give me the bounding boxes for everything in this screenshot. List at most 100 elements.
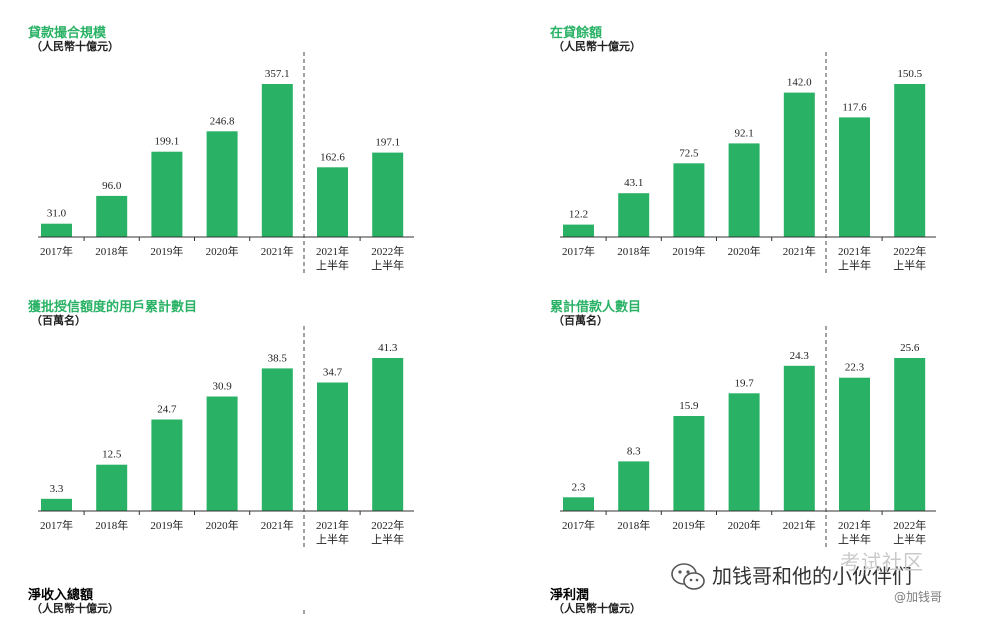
bar	[728, 143, 760, 237]
bar	[783, 365, 815, 511]
data-label: 142.0	[787, 77, 812, 89]
chart-svg: 3.3 12.5 24.7 30.9 38.5 34.7 41.3 2017年 2018年 201…	[38, 326, 414, 548]
bar	[261, 84, 293, 237]
tick-label: 2017年	[562, 244, 595, 258]
chart-subtitle: （人民幣十億元）	[553, 602, 641, 615]
bar	[372, 152, 404, 237]
tick-label: 2020年	[728, 244, 761, 258]
chart-svg: 31.0 96.0 199.1 246.8 357.1 162.6 197.1 2017年 20…	[38, 52, 414, 274]
watermark-text: 加钱哥和他的小伙伴们	[712, 564, 912, 588]
data-label: 197.1	[375, 137, 400, 149]
tick-label: 2022年上半年	[893, 244, 926, 272]
data-label: 15.9	[679, 400, 699, 412]
data-label: 117.6	[842, 101, 867, 113]
data-label: 24.7	[157, 404, 177, 416]
chart-panel-net-revenue: 淨收入總額 （人民幣十億元）	[28, 584, 448, 617]
chart-panel-approved-users: 獲批授信額度的用戶累計數目 （百萬名） 3.3 12.5 24.7 30.9 38.5 3…	[28, 296, 448, 556]
chart-svg	[303, 610, 305, 617]
tick-label: 2021年	[783, 518, 816, 532]
data-label: 2.3	[572, 481, 586, 493]
tick-label: 2021年上半年	[316, 244, 349, 272]
chart-title: 獲批授信額度的用戶累計數目	[28, 300, 198, 315]
data-label: 199.1	[155, 136, 180, 148]
data-label: 8.3	[627, 445, 641, 457]
bar	[618, 461, 650, 511]
chart-title: 淨收入總額	[28, 588, 94, 603]
tick-label: 2022年上半年	[371, 518, 404, 546]
tick-label: 2018年	[617, 244, 650, 258]
bar	[894, 84, 926, 237]
bar	[839, 377, 870, 511]
chart-panel-outstanding-balance: 在貸餘額 （人民幣十億元） 12.2 43.1 72.5 92.1 142.0 117.6…	[550, 22, 970, 282]
bar	[151, 151, 183, 237]
data-label: 96.0	[102, 180, 122, 192]
data-label: 150.5	[897, 68, 922, 80]
chart-title: 貸款撮合規模	[28, 26, 107, 41]
tick-label: 2017年	[40, 518, 73, 532]
data-label: 12.5	[102, 449, 122, 461]
chart-subtitle: （人民幣十億元）	[553, 40, 641, 53]
bar	[673, 163, 705, 237]
chart-svg: 12.2 43.1 72.5 92.1 142.0 117.6 150.5 2017年 2018…	[560, 52, 936, 274]
tick-label: 2019年	[150, 244, 183, 258]
chart-panel-cumulative-borrowers: 累計借款人數目 （百萬名） 2.3 8.3 15.9 19.7 24.3 22.3 25.6…	[550, 296, 970, 556]
chart-subtitle: （人民幣十億元）	[31, 40, 119, 53]
data-label: 34.7	[323, 367, 343, 379]
tick-label: 2020年	[206, 518, 239, 532]
data-label: 72.5	[679, 147, 699, 159]
bar	[783, 92, 815, 237]
tick-label: 2019年	[150, 518, 183, 532]
tick-label: 2017年	[40, 244, 73, 258]
data-label: 246.8	[210, 115, 235, 127]
data-label: 24.3	[790, 350, 810, 362]
chart-panel-net-profit: 淨利潤 （人民幣十億元）	[550, 584, 970, 617]
bar	[839, 117, 870, 237]
tick-label: 2021年上半年	[838, 244, 871, 272]
chart-subtitle: （百萬名）	[553, 314, 608, 327]
bar	[261, 368, 293, 511]
tick-label: 2021年	[261, 244, 294, 258]
watermark-handle: @加钱哥	[894, 590, 943, 604]
tick-label: 2019年	[672, 244, 705, 258]
chart-title: 累計借款人數目	[550, 300, 642, 315]
chart-title: 在貸餘額	[550, 26, 603, 41]
data-label: 357.1	[265, 68, 290, 80]
tick-label: 2021年上半年	[838, 518, 871, 546]
tick-label: 2018年	[95, 244, 128, 258]
tick-label: 2020年	[728, 518, 761, 532]
bar	[618, 193, 650, 237]
tick-label: 2019年	[672, 518, 705, 532]
bar	[894, 358, 926, 511]
data-label: 12.2	[569, 209, 588, 221]
bar	[151, 419, 183, 511]
data-label: 43.1	[624, 177, 643, 189]
bar	[372, 358, 404, 511]
chart-subtitle: （百萬名）	[31, 314, 86, 327]
watermark-brand: 考试社区	[840, 550, 924, 574]
chart-subtitle: （人民幣十億元）	[31, 602, 119, 615]
tick-label: 2022年上半年	[893, 518, 926, 546]
data-label: 19.7	[734, 377, 754, 389]
data-label: 3.3	[50, 483, 64, 495]
data-label: 162.6	[320, 151, 345, 163]
chart-svg: 2.3 8.3 15.9 19.7 24.3 22.3 25.6 2017年 2018年 2019…	[560, 326, 936, 548]
bar	[41, 223, 72, 237]
watermark: 加钱哥和他的小伙伴们 考试社区 @加钱哥	[662, 550, 972, 612]
data-label: 22.3	[845, 362, 865, 374]
bar	[673, 416, 705, 511]
data-label: 92.1	[734, 127, 753, 139]
tick-label: 2020年	[206, 244, 239, 258]
data-label: 38.5	[268, 352, 288, 364]
data-label: 25.6	[900, 342, 920, 354]
data-label: 30.9	[212, 381, 232, 393]
bar	[206, 131, 238, 237]
bar	[96, 464, 128, 511]
data-label: 31.0	[47, 208, 67, 220]
wechat-icon	[671, 563, 705, 590]
tick-label: 2018年	[617, 518, 650, 532]
bar	[317, 382, 348, 511]
tick-label: 2021年	[261, 518, 294, 532]
tick-label: 2021年	[783, 244, 816, 258]
bar	[728, 393, 760, 511]
chart-panel-loan-facilitation: 貸款撮合規模 （人民幣十億元） 31.0 96.0 199.1 246.8 357.1 1…	[28, 22, 448, 282]
